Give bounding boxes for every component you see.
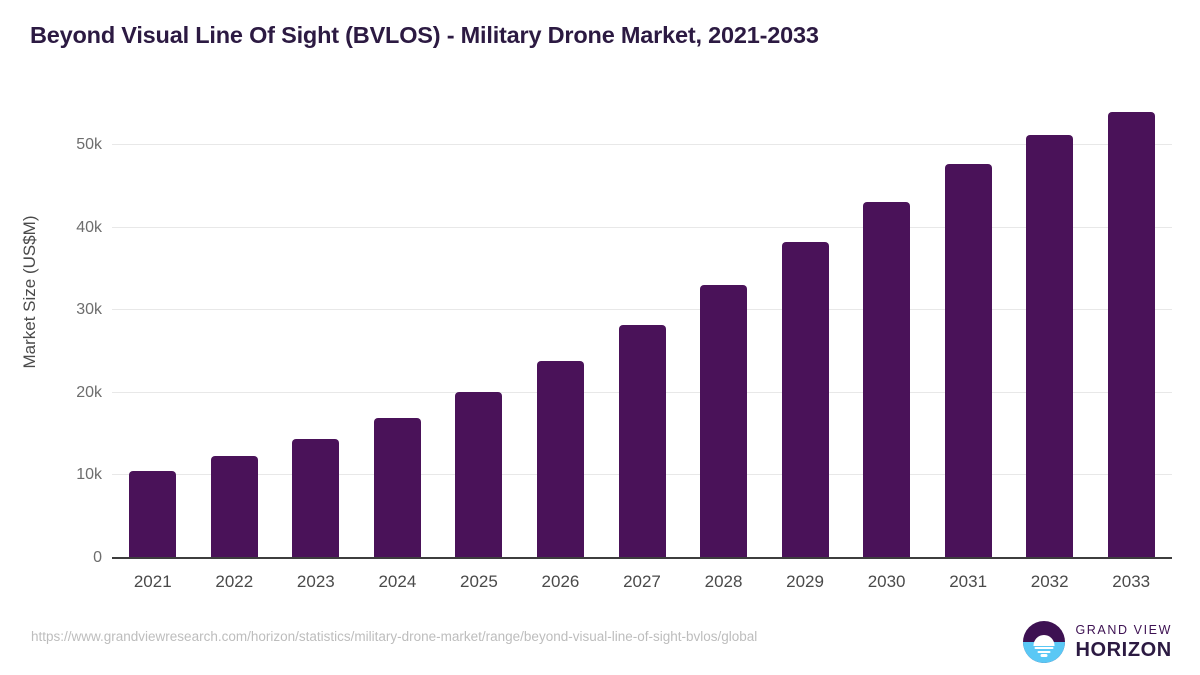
- y-tick-label: 30k: [76, 301, 102, 319]
- logo-ray-1: [1034, 646, 1054, 650]
- bar-2028[interactable]: [700, 285, 748, 558]
- y-tick-label: 10k: [76, 466, 102, 484]
- x-tick-label: 2028: [704, 572, 743, 591]
- gridline: [112, 309, 1172, 311]
- gridline: [112, 144, 1172, 145]
- y-axis-tick-labels: 0 10k 20k 30k 40k 50k: [46, 100, 102, 566]
- bar-2026[interactable]: [536, 361, 584, 558]
- bar-2029[interactable]: [781, 242, 829, 558]
- y-tick-label: 40k: [76, 218, 102, 236]
- logo-bottom-text: HORIZON: [1075, 638, 1172, 661]
- source-url: https://www.grandviewresearch.com/horizo…: [31, 629, 758, 644]
- bar-2030[interactable]: [863, 201, 911, 558]
- x-axis-line: [112, 557, 1172, 559]
- x-tick-label: 2033: [1112, 572, 1151, 591]
- bar-2022[interactable]: [210, 456, 258, 558]
- x-tick-label: 2027: [623, 572, 661, 591]
- logo-ray-3: [1040, 654, 1048, 657]
- logo-top-text: GRAND VIEW: [1075, 623, 1172, 638]
- y-tick-label: 20k: [76, 383, 102, 401]
- logo-dome: [1033, 635, 1055, 647]
- x-tick-label: 2029: [786, 572, 824, 591]
- page-title: Beyond Visual Line Of Sight (BVLOS) - Mi…: [30, 22, 819, 48]
- x-tick-label: 2030: [867, 572, 906, 591]
- x-tick-label: 2021: [133, 572, 172, 591]
- bar-2025[interactable]: [455, 391, 503, 558]
- x-tick-label: 2024: [378, 572, 417, 591]
- horizon-sun-icon: [1023, 621, 1066, 663]
- bar-2032[interactable]: [1026, 134, 1074, 558]
- brand-logo: GRAND VIEW HORIZON: [1023, 620, 1172, 664]
- y-axis-title: Market Size (US$M): [20, 215, 39, 369]
- x-tick-label: 2026: [541, 572, 580, 591]
- bar-2024[interactable]: [373, 418, 421, 558]
- x-tick-label: 2023: [296, 572, 335, 591]
- logo-ray-2: [1037, 650, 1051, 653]
- plot-area: [112, 100, 1172, 559]
- logo-wordmark: GRAND VIEW HORIZON: [1075, 624, 1172, 660]
- bar-2023[interactable]: [292, 439, 340, 558]
- gridline: [112, 226, 1172, 228]
- bar-2031[interactable]: [944, 164, 992, 558]
- bar-2027[interactable]: [618, 325, 666, 558]
- x-tick-label: 2032: [1030, 572, 1069, 591]
- y-tick-label: 50k: [76, 136, 102, 153]
- bar-2021[interactable]: [129, 470, 177, 558]
- y-tick-label: 0: [93, 549, 102, 566]
- bar-2033[interactable]: [1107, 111, 1155, 558]
- x-tick-label: 2025: [459, 572, 498, 591]
- x-tick-label: 2031: [949, 572, 988, 591]
- x-tick-label: 2022: [215, 572, 254, 591]
